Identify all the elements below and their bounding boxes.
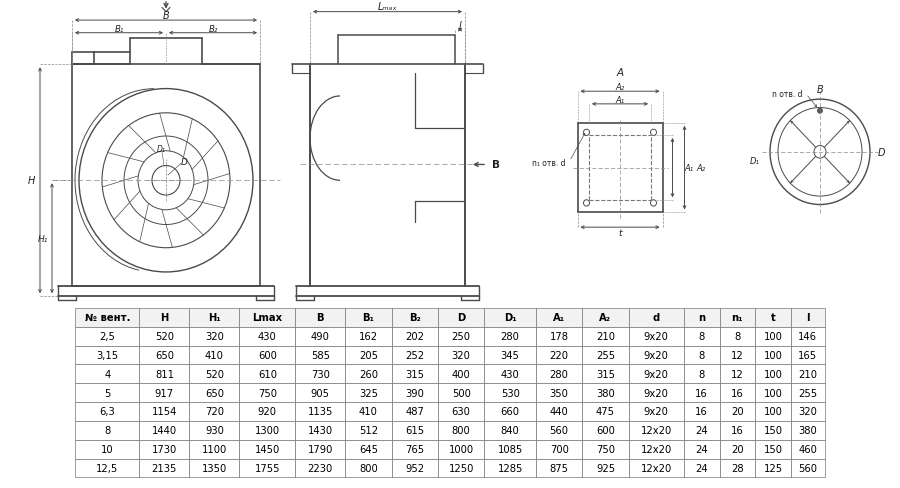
Text: A₂: A₂ — [616, 83, 625, 92]
Text: n₁ отв. d: n₁ отв. d — [532, 159, 565, 167]
Text: B: B — [163, 11, 169, 21]
Text: D: D — [878, 147, 886, 158]
Text: H₁: H₁ — [38, 234, 48, 243]
Text: B₂: B₂ — [208, 25, 218, 34]
Text: B: B — [492, 160, 500, 170]
Circle shape — [817, 109, 823, 114]
Text: B: B — [816, 84, 824, 94]
Text: A₁: A₁ — [616, 96, 625, 105]
Text: A: A — [161, 0, 168, 2]
Text: t: t — [618, 228, 622, 238]
Text: B₁: B₁ — [114, 25, 123, 34]
Text: A: A — [616, 68, 624, 78]
Text: n отв. d: n отв. d — [771, 90, 802, 99]
Text: Lₘₐₓ: Lₘₐₓ — [378, 2, 398, 12]
Text: A₂: A₂ — [697, 164, 706, 173]
Text: D₁: D₁ — [157, 145, 166, 154]
Text: A₁: A₁ — [685, 164, 694, 173]
Text: D₁: D₁ — [750, 157, 760, 165]
Text: D: D — [181, 158, 187, 166]
Text: H: H — [28, 176, 35, 186]
Text: l: l — [459, 21, 462, 31]
